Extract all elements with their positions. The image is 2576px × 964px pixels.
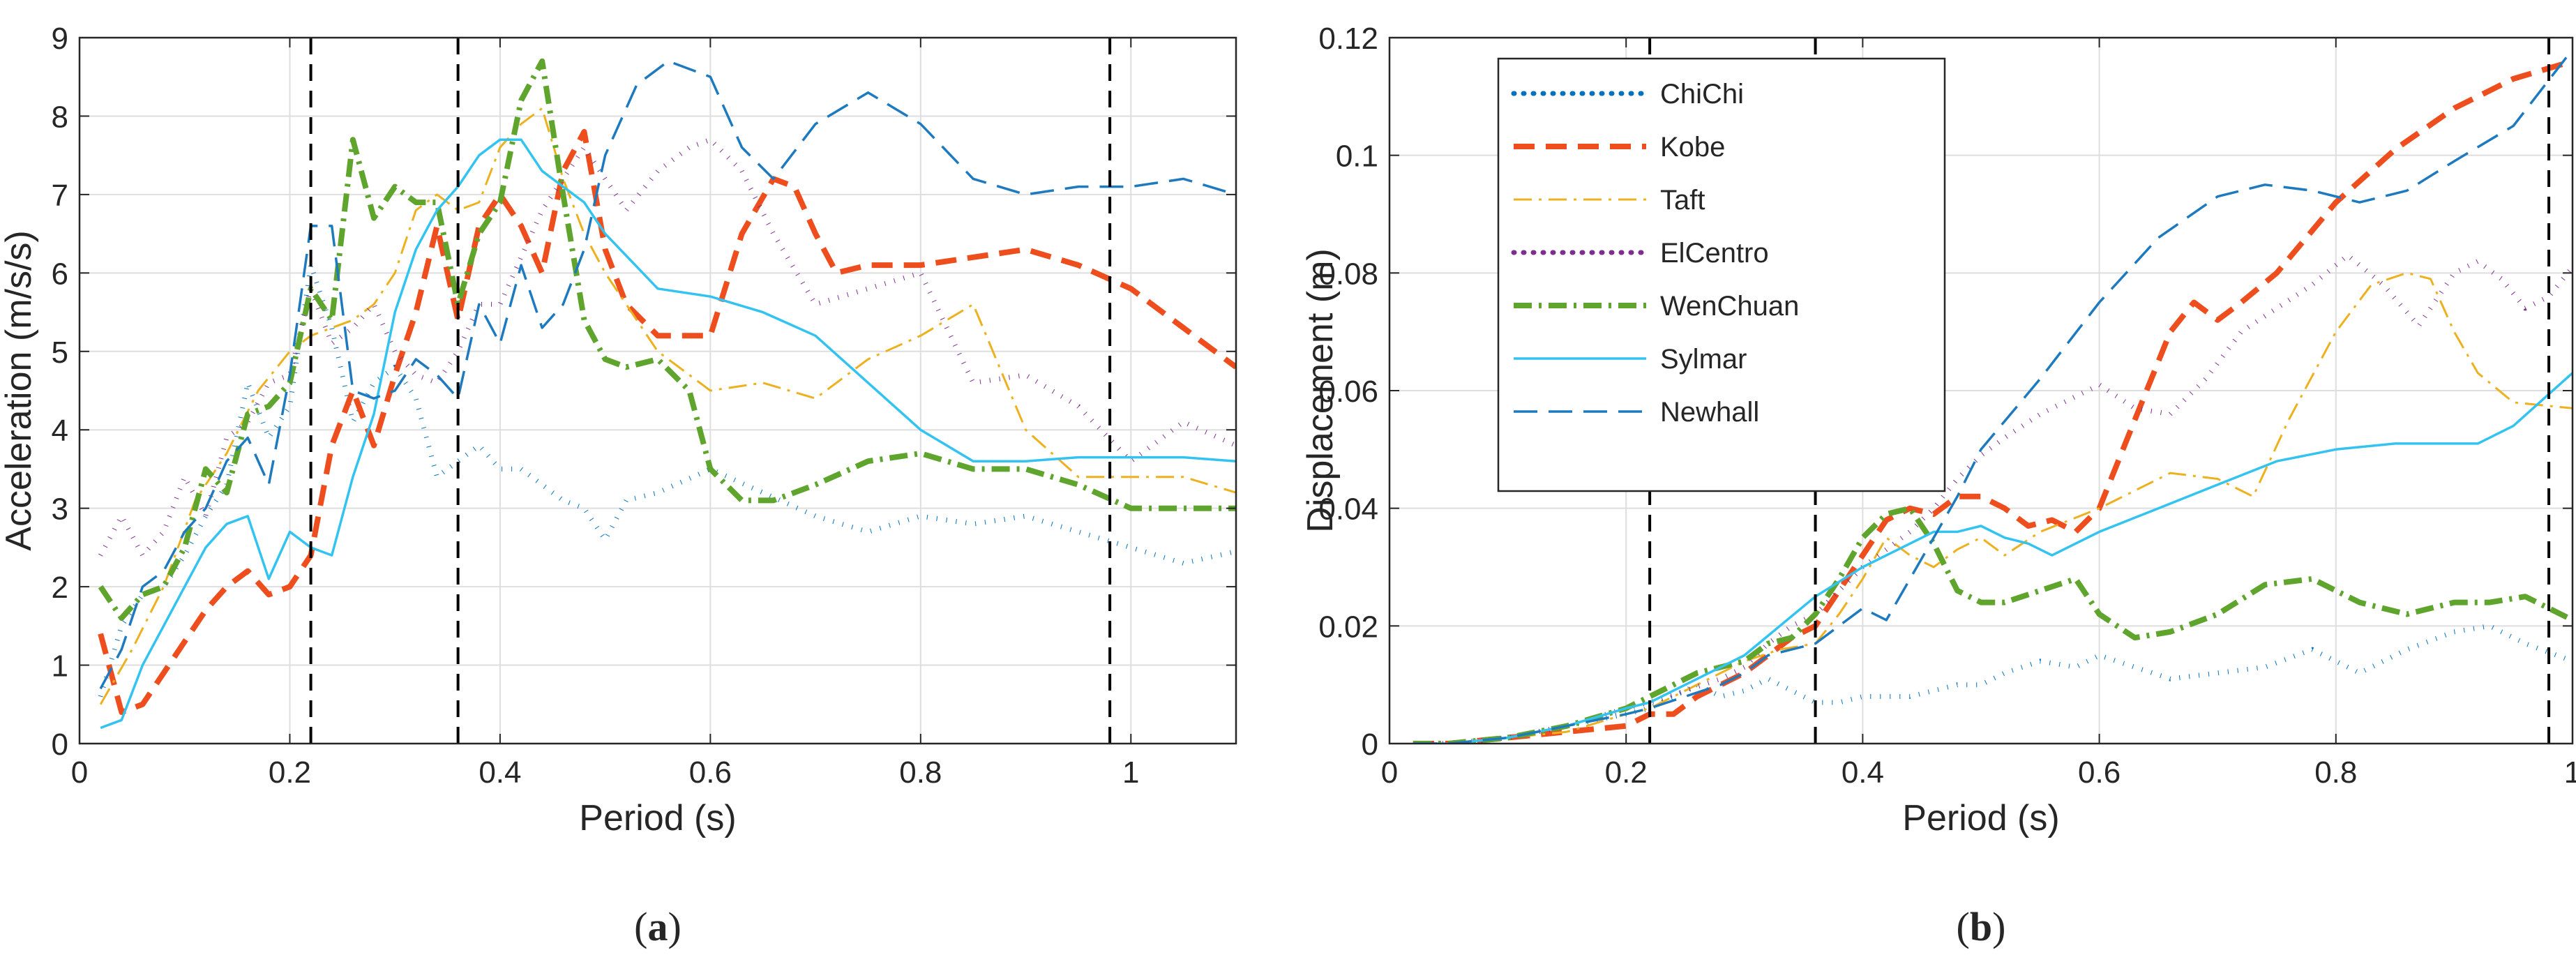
y-tick-label-a-1: 1 <box>52 649 68 684</box>
y-tick-label-a-3: 3 <box>52 492 68 527</box>
legend-label-kobe: Kobe <box>1660 132 1725 163</box>
y-tick-label-a-4: 4 <box>52 414 68 448</box>
x-tick-label-a-2: 0.4 <box>479 755 521 790</box>
x-tick-label-b-3: 0.6 <box>2078 755 2121 790</box>
panel-a: 0 0.2 0.4 0.6 0.8 1 0 1 2 3 4 5 6 7 8 9 Period (s) Acce… <box>0 22 1237 949</box>
x-axis-label-a: Period (s) <box>579 798 736 838</box>
x-tick-label-b-1: 0.2 <box>1605 755 1648 790</box>
legend-label-newhall: Newhall <box>1660 397 1759 428</box>
series-kobe-a <box>98 128 1236 715</box>
series-group-b <box>1413 48 2573 744</box>
y-axis-label-a: Acceleration (m/s/s) <box>0 230 39 550</box>
legend-label-sylmar: Sylmar <box>1660 344 1747 375</box>
x-tick-label-a-0: 0 <box>71 755 88 790</box>
caption-a: (a) <box>634 904 681 949</box>
panel-b: 0 0.2 0.4 0.6 0.8 1 0 0.02 0.04 0.06 0.08 0.1 0.12 C… <box>1300 22 2576 949</box>
legend-box <box>1497 57 1946 492</box>
y-tick-label-b-4: 0.08 <box>1318 257 1378 291</box>
y-tick-label-b-3: 0.06 <box>1318 375 1378 409</box>
y-tick-label-b-0: 0 <box>1362 728 1378 762</box>
legend-label-elcentro: ElCentro <box>1660 238 1769 269</box>
plot-frame-a <box>78 36 1237 745</box>
axes-b: 0 0.2 0.4 0.6 0.8 1 0 0.02 0.04 0.06 0.08 0.1 0.12 <box>1318 22 2576 790</box>
x-tick-label-a-1: 0.2 <box>269 755 311 790</box>
plot-area-a <box>98 38 1236 744</box>
series-kobe-b <box>1413 58 2573 744</box>
series-wenchuan-b <box>1413 505 2573 744</box>
x-tick-label-a-4: 0.8 <box>899 755 942 790</box>
series-sylmar-a <box>100 138 1236 730</box>
x-tick-label-b-5: 1 <box>2564 755 2576 790</box>
x-tick-label-b-4: 0.8 <box>2314 755 2357 790</box>
plot-background-a <box>80 38 1236 744</box>
x-tick-label-b-0: 0 <box>1381 755 1398 790</box>
y-tick-label-b-6: 0.12 <box>1318 22 1378 56</box>
legend: ChiChi Kobe Taft ElCentro WenChuan Sylmar Newh… <box>1497 57 1946 492</box>
y-tick-label-b-5: 0.1 <box>1336 140 1378 174</box>
legend-label-taft: Taft <box>1660 185 1705 216</box>
series-sylmar-b <box>1413 372 2573 744</box>
legend-label-chichi: ChiChi <box>1660 79 1744 110</box>
series-group-a <box>98 58 1236 730</box>
y-axis-label-b: Displacement (m) <box>1300 248 1341 532</box>
y-tick-label-b-2: 0.04 <box>1318 492 1378 527</box>
y-tick-label-a-0: 0 <box>52 728 68 762</box>
grid-a <box>80 38 1236 744</box>
x-tick-label-b-2: 0.4 <box>1841 755 1884 790</box>
y-tick-label-a-6: 6 <box>52 257 68 291</box>
axes-a: 0 0.2 0.4 0.6 0.8 1 0 1 2 3 4 5 6 7 8 9 <box>52 22 1237 790</box>
y-tick-label-b-1: 0.02 <box>1318 610 1378 644</box>
series-taft-b <box>1413 271 2573 744</box>
caption-letter-a: a <box>648 904 668 949</box>
caption-b: (b) <box>1957 904 2006 949</box>
legend-label-wenchuan: WenChuan <box>1660 291 1799 322</box>
x-tick-label-a-3: 0.6 <box>689 755 732 790</box>
y-tick-label-a-5: 5 <box>52 336 68 370</box>
y-tick-label-a-7: 7 <box>52 179 68 213</box>
x-axis-label-b: Period (s) <box>1902 798 2059 838</box>
series-newhall-a <box>99 59 1236 690</box>
series-wenchuan-a <box>98 58 1236 622</box>
y-tick-label-a-9: 9 <box>52 22 68 56</box>
series-newhall-b <box>1413 48 2573 744</box>
y-tick-label-a-8: 8 <box>52 100 68 134</box>
y-tick-label-a-2: 2 <box>52 571 68 605</box>
caption-letter-b: b <box>1970 904 1992 949</box>
x-tick-label-a-5: 1 <box>1122 755 1139 790</box>
series-elcentro-a <box>98 137 1236 558</box>
plot-area-b <box>1413 38 2573 744</box>
